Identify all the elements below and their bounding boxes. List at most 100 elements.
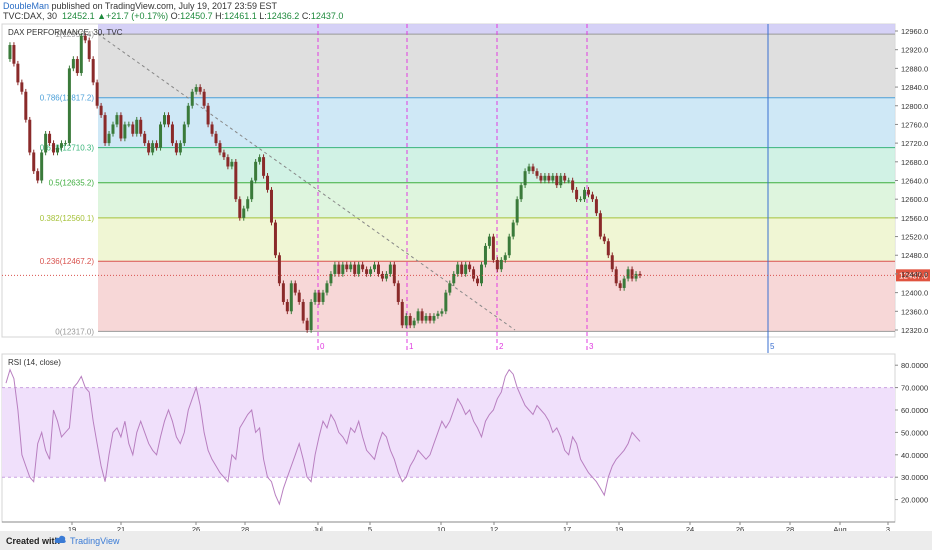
author-link[interactable]: DoubleMan bbox=[3, 1, 50, 11]
candle-body bbox=[630, 269, 634, 279]
candle-body bbox=[594, 199, 598, 214]
candle-body bbox=[527, 166, 531, 172]
candle-body bbox=[567, 180, 571, 182]
candle-body bbox=[460, 264, 464, 274]
candle-body bbox=[301, 301, 305, 321]
price-change: +21.7 (+0.17%) bbox=[106, 11, 169, 21]
candle-body bbox=[91, 59, 95, 83]
candle-body bbox=[139, 119, 143, 134]
x-tick-label: 21 bbox=[117, 525, 125, 531]
candle-body bbox=[404, 315, 408, 326]
candle-body bbox=[202, 91, 206, 106]
x-tick-label: 28 bbox=[786, 525, 794, 531]
candle-body bbox=[111, 124, 115, 134]
candle-body bbox=[416, 311, 420, 321]
candle-body bbox=[71, 59, 75, 69]
x-tick-label: Jul bbox=[313, 525, 323, 531]
candle-body bbox=[107, 133, 111, 144]
candle-body bbox=[325, 283, 329, 293]
x-tick-label: 12 bbox=[490, 525, 498, 531]
rsi-y-tick-label: 50.0000 bbox=[901, 428, 928, 437]
time-zone-label: 2 bbox=[499, 342, 504, 351]
candle-body bbox=[285, 301, 289, 312]
chart-header: DoubleMan published on TradingView.com, … bbox=[0, 0, 932, 22]
close-value: 12437.0 bbox=[310, 11, 344, 21]
candle-body bbox=[246, 199, 250, 209]
candle-body bbox=[337, 264, 341, 274]
candle-body bbox=[480, 264, 483, 284]
y-tick-label: 12600.0 bbox=[901, 195, 928, 204]
candle-body bbox=[178, 143, 182, 153]
candle-body bbox=[87, 40, 91, 60]
candle-body bbox=[400, 301, 404, 326]
candle-body bbox=[452, 273, 456, 284]
candle-body bbox=[313, 292, 317, 302]
candle-body bbox=[590, 194, 594, 200]
created-with-label: Created with bbox=[6, 536, 61, 546]
candle-body bbox=[353, 264, 357, 274]
candle-body bbox=[333, 264, 337, 274]
candle-body bbox=[543, 175, 547, 181]
candle-body bbox=[571, 180, 575, 190]
rsi-line bbox=[5, 368, 641, 506]
candle-body bbox=[293, 283, 297, 293]
x-tick-label: 19 bbox=[68, 525, 76, 531]
candle-body bbox=[487, 236, 491, 246]
publish-info: published on TradingView.com, July 19, 2… bbox=[49, 1, 278, 11]
y-tick-label: 12360.0 bbox=[901, 307, 928, 316]
candle-body bbox=[170, 124, 174, 144]
chart-canvas[interactable]: 1(12953.4) 0.786(12817.2) 0.618(12710.3) 0.… bbox=[0, 22, 932, 531]
y-tick-label: 12560.0 bbox=[901, 214, 928, 223]
y-tick-label: 12720.0 bbox=[901, 139, 928, 148]
candle-body bbox=[210, 124, 214, 134]
candle-body bbox=[436, 313, 440, 316]
candle-body bbox=[277, 255, 281, 284]
candle-body bbox=[373, 264, 377, 270]
x-tick-label: 26 bbox=[736, 525, 744, 531]
candle-body bbox=[329, 273, 333, 284]
candle-body bbox=[440, 311, 444, 314]
candle-body bbox=[40, 152, 44, 181]
rsi-y-tick-label: 60.0000 bbox=[901, 406, 928, 415]
candle-body bbox=[254, 161, 258, 181]
candle-body bbox=[472, 269, 476, 279]
candle-body bbox=[408, 315, 412, 326]
candle-body bbox=[515, 199, 519, 223]
candle-body bbox=[388, 264, 392, 274]
candle-body bbox=[52, 143, 56, 153]
candle-body bbox=[99, 105, 103, 116]
candle-body bbox=[36, 171, 40, 181]
candle-body bbox=[539, 175, 543, 181]
candle-body bbox=[119, 115, 123, 139]
y-tick-label: 12760.0 bbox=[901, 120, 928, 129]
candle-body bbox=[273, 222, 277, 256]
high-value: 12461.1 bbox=[224, 11, 257, 21]
rsi-pane[interactable]: RSI (14, close) bbox=[1, 353, 896, 523]
candle-body bbox=[579, 199, 583, 201]
candle-body bbox=[16, 63, 20, 83]
candle-body bbox=[230, 161, 234, 167]
y-tick-label: 12320.0 bbox=[901, 326, 928, 335]
fib-level-label: 0.5(12635.2) bbox=[49, 179, 95, 188]
time-zone-label: 3 bbox=[589, 342, 594, 351]
rsi-y-tick-label: 70.0000 bbox=[901, 384, 928, 393]
candle-body bbox=[345, 264, 349, 270]
open-label: O: bbox=[170, 11, 181, 21]
candle-body bbox=[531, 166, 535, 172]
candle-body bbox=[563, 175, 567, 181]
candle-body bbox=[83, 35, 87, 41]
y-tick-label: 12800.0 bbox=[901, 102, 928, 111]
candle-body bbox=[420, 311, 424, 321]
x-tick-label: 3 bbox=[886, 525, 890, 531]
rsi-title: RSI (14, close) bbox=[8, 358, 61, 367]
candle-body bbox=[190, 91, 194, 106]
candle-body bbox=[349, 264, 353, 270]
y-tick-label: 12440.0 bbox=[901, 270, 928, 279]
time-zone-label: 5 bbox=[770, 342, 775, 351]
candle-body bbox=[519, 185, 523, 200]
up-arrow-icon: ▲ bbox=[97, 11, 107, 21]
candle-body bbox=[610, 255, 614, 270]
rsi-y-tick-label: 40.0000 bbox=[901, 451, 928, 460]
price-pane[interactable]: 1(12953.4) 0.786(12817.2) 0.618(12710.3) 0.… bbox=[1, 23, 930, 353]
tradingview-brand-link[interactable]: TradingView bbox=[70, 536, 120, 546]
